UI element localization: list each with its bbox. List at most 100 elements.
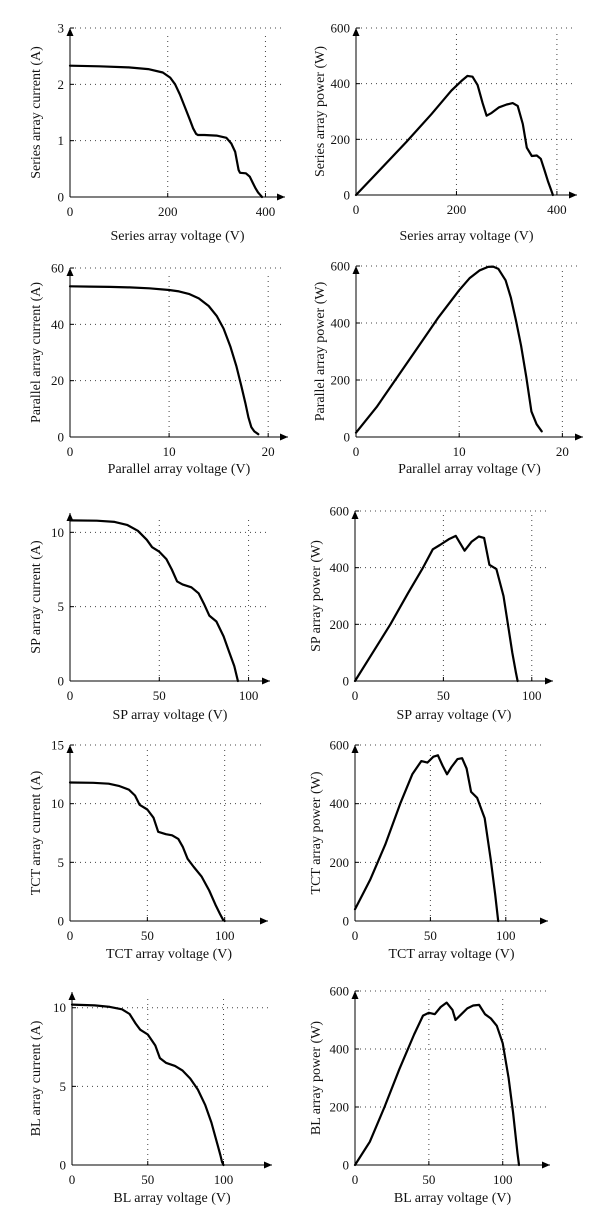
x-axis-title: BL array voltage (V) xyxy=(394,1191,512,1206)
y-axis-title: Series array current (A) xyxy=(29,46,44,179)
x-tick-label: 20 xyxy=(556,444,569,459)
series-line xyxy=(353,754,500,923)
subplot-6: 0 50 100 0 200 400 600 SP array voltage (V) SP a… xyxy=(309,504,553,723)
y-tick-label: 10 xyxy=(53,1000,66,1015)
x-tick-label: 400 xyxy=(547,202,567,217)
subplot-3: 0 10 20 0 20 40 60 Parallel array voltage (V) Pa… xyxy=(29,261,288,477)
y-tick-label: 200 xyxy=(330,1100,350,1115)
series-line xyxy=(70,1003,225,1167)
y-tick-label: 400 xyxy=(331,316,351,331)
y-tick-label: 200 xyxy=(330,617,350,632)
y-axis-title: BL array current (A) xyxy=(29,1020,44,1136)
x-tick-label: 0 xyxy=(353,444,360,459)
y-tick-label: 5 xyxy=(58,855,65,870)
y-axis-arrow-icon xyxy=(352,266,360,274)
subplot-1: 0 200 400 0 1 2 3 Series array voltage (V) Serie… xyxy=(29,21,285,244)
x-tick-label: 100 xyxy=(522,688,542,703)
y-tick-label: 0 xyxy=(58,674,65,689)
x-axis-title: SP array voltage (V) xyxy=(397,708,512,723)
x-axis-title: Parallel array voltage (V) xyxy=(398,462,541,477)
x-tick-label: 50 xyxy=(141,1172,154,1187)
y-tick-label: 40 xyxy=(51,317,64,332)
y-axis-arrow-icon xyxy=(66,268,74,276)
x-axis-arrow-icon xyxy=(575,433,583,441)
subplot-10: 0 50 100 0 200 400 600 BL array voltage (V) BL a… xyxy=(309,984,550,1206)
x-tick-label: 100 xyxy=(493,1172,513,1187)
x-axis-arrow-icon xyxy=(262,677,270,685)
series-line xyxy=(353,534,519,683)
x-axis-title: TCT array voltage (V) xyxy=(106,947,232,962)
series-line xyxy=(68,519,239,683)
y-tick-label: 0 xyxy=(60,1158,67,1173)
y-tick-label: 20 xyxy=(51,373,64,388)
x-axis-arrow-icon xyxy=(260,917,268,925)
x-tick-label: 0 xyxy=(69,1172,76,1187)
y-axis-title: BL array power (W) xyxy=(309,1021,324,1135)
x-tick-label: 100 xyxy=(496,928,516,943)
y-axis-arrow-icon xyxy=(68,992,76,1000)
x-tick-label: 10 xyxy=(453,444,466,459)
y-tick-label: 600 xyxy=(330,504,350,519)
y-axis-arrow-icon xyxy=(66,745,74,753)
y-tick-label: 400 xyxy=(330,560,350,575)
y-tick-label: 60 xyxy=(51,261,64,276)
x-tick-label: 0 xyxy=(352,1172,359,1187)
x-axis-title: SP array voltage (V) xyxy=(113,708,228,723)
x-tick-label: 100 xyxy=(214,1172,234,1187)
y-axis-arrow-icon xyxy=(351,991,359,999)
x-tick-label: 50 xyxy=(141,928,154,943)
x-tick-label: 20 xyxy=(262,444,275,459)
y-tick-label: 0 xyxy=(343,674,350,689)
x-tick-label: 100 xyxy=(239,688,259,703)
y-tick-label: 5 xyxy=(58,599,65,614)
y-tick-label: 3 xyxy=(58,21,65,36)
x-tick-label: 0 xyxy=(67,204,74,219)
y-axis-arrow-icon xyxy=(66,28,74,36)
y-tick-label: 0 xyxy=(58,190,65,205)
subplot-9: 0 50 100 0 5 10 BL array voltage (V) BL array c… xyxy=(29,992,272,1206)
x-tick-label: 50 xyxy=(437,688,450,703)
y-axis-arrow-icon xyxy=(351,511,359,519)
x-tick-label: 50 xyxy=(153,688,166,703)
x-axis-arrow-icon xyxy=(545,677,553,685)
y-tick-label: 10 xyxy=(51,525,64,540)
y-axis-title: Parallel array current (A) xyxy=(29,282,44,423)
y-tick-label: 600 xyxy=(331,259,351,274)
series-line xyxy=(354,265,543,434)
y-axis-arrow-icon xyxy=(66,513,74,521)
x-axis-arrow-icon xyxy=(540,917,548,925)
y-tick-label: 600 xyxy=(330,984,350,999)
y-tick-label: 600 xyxy=(331,21,351,36)
y-axis-arrow-icon xyxy=(352,28,360,36)
y-axis-arrow-icon xyxy=(351,745,359,753)
x-tick-label: 400 xyxy=(256,204,276,219)
y-axis-title: Series array power (W) xyxy=(313,46,328,177)
y-axis-title: SP array power (W) xyxy=(309,540,324,652)
x-tick-label: 0 xyxy=(352,688,359,703)
x-tick-label: 200 xyxy=(447,202,467,217)
x-tick-label: 10 xyxy=(163,444,176,459)
x-tick-label: 0 xyxy=(352,928,359,943)
x-axis-title: Parallel array voltage (V) xyxy=(108,462,251,477)
subplot-8: 0 50 100 0 200 400 600 TCT array voltage (V) TCT… xyxy=(309,738,548,962)
y-tick-label: 400 xyxy=(330,1042,350,1057)
series-line xyxy=(353,1001,521,1167)
y-tick-label: 200 xyxy=(331,373,351,388)
x-tick-label: 50 xyxy=(422,1172,435,1187)
y-tick-label: 1 xyxy=(58,133,65,148)
x-axis-arrow-icon xyxy=(569,191,577,199)
x-axis-title: BL array voltage (V) xyxy=(113,1191,231,1206)
x-tick-label: 0 xyxy=(67,688,74,703)
y-axis-title: TCT array power (W) xyxy=(309,771,324,894)
x-axis-arrow-icon xyxy=(264,1161,272,1169)
x-tick-label: 0 xyxy=(67,444,74,459)
subplot-2: 0 200 400 0 200 400 600 Series array voltage (V… xyxy=(313,21,577,244)
y-tick-label: 0 xyxy=(343,914,350,929)
y-axis-title: TCT array current (A) xyxy=(29,770,44,895)
subplot-7: 0 50 100 0 5 10 15 TCT array voltage (V) TCT arr… xyxy=(29,738,268,962)
y-tick-label: 0 xyxy=(344,430,351,445)
series-line xyxy=(68,285,260,436)
x-tick-label: 0 xyxy=(353,202,360,217)
